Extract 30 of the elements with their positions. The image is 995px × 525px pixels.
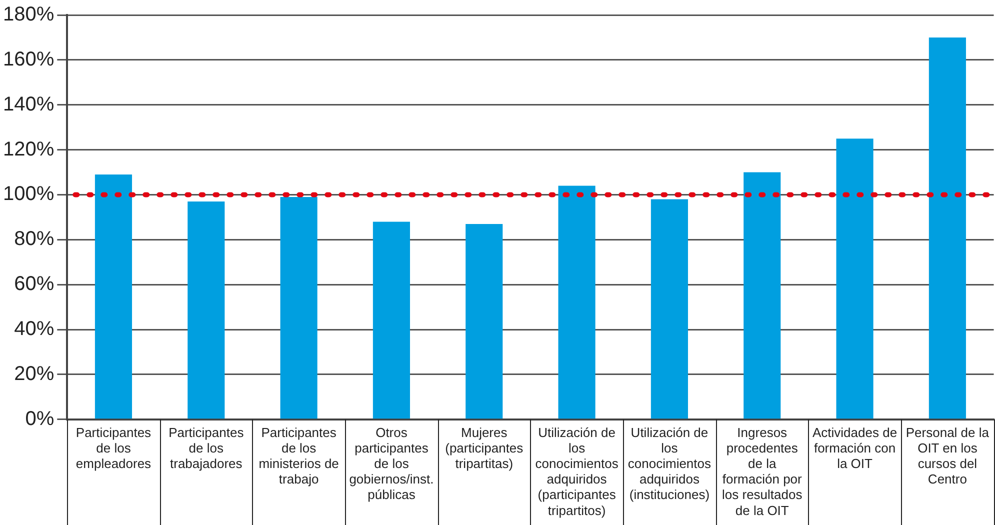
y-tick-label: 0% <box>25 408 54 430</box>
y-tick-label: 120% <box>2 138 54 160</box>
x-tick-label: Participantes de los empleadores <box>76 424 152 471</box>
x-tick-label: Personal de la OIT en los cursos del Centro <box>906 424 990 487</box>
y-tick-label: 100% <box>2 183 54 206</box>
bar <box>372 222 410 419</box>
y-tick-label: 80% <box>14 228 54 250</box>
x-tick-label: Ingresos procedentes de la formación por los resultados de la OIT <box>722 424 803 518</box>
bar <box>558 186 596 419</box>
x-tick-label: Utilización de los conocimientos adquiridos (instituciones) <box>628 424 712 502</box>
x-tick-label: Participantes de los trabajadores <box>168 424 244 471</box>
y-tick-label: 40% <box>14 318 54 340</box>
x-tick-label: Mujeres (participantes tripartitas) <box>445 424 524 471</box>
bar <box>280 196 318 419</box>
bar <box>836 138 874 419</box>
bar <box>466 224 503 419</box>
y-tick-label: 160% <box>2 48 54 70</box>
bar <box>650 199 688 419</box>
bar <box>928 37 966 419</box>
y-tick-label: 140% <box>2 93 54 116</box>
y-tick-label: 60% <box>14 273 54 296</box>
bar <box>94 174 132 419</box>
x-tick-label: Utilización de los conocimientos adquiridos (participantes tripartitos) <box>535 424 619 518</box>
x-tick-label: Participantes de los ministerios de trabajo <box>258 424 339 487</box>
x-tick-label: Otros participantes de los gobiernos/inst. públicas <box>349 424 434 502</box>
bar <box>744 172 781 419</box>
x-tick-label: Actividades de formación con la OIT <box>812 424 898 471</box>
y-tick-label: 180% <box>2 4 54 26</box>
bar <box>188 201 225 419</box>
y-tick-label: 20% <box>14 362 54 385</box>
